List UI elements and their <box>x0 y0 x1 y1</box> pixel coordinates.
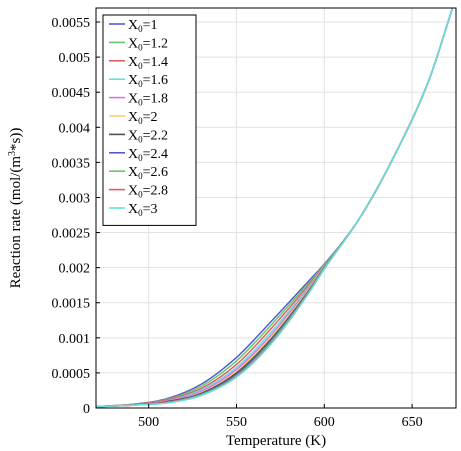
legend: X0=1 X0=1.2 X0=1.4 X0=1.6 X0=1.8 X0=2 X0=2.2 X0… <box>102 14 197 226</box>
series-lines <box>95 7 454 408</box>
legend-label: X0=2.2 <box>128 128 168 144</box>
legend-label: X0=2.6 <box>128 165 168 181</box>
y-tick-label: 0.005 <box>59 51 91 66</box>
y-tick-label: 0.0045 <box>52 86 91 101</box>
legend-label: X0=1.8 <box>128 92 168 108</box>
y-tick-label: 0.0035 <box>52 156 91 171</box>
x-axis: 500 550 600 650 <box>138 404 423 430</box>
legend-label: X0=2.8 <box>128 184 168 200</box>
y-tick-label: 0.001 <box>59 332 91 347</box>
plot-frame <box>95 7 457 409</box>
legend-label: X0=2.4 <box>128 147 168 163</box>
y-tick-label: 0 <box>83 402 90 417</box>
y-tick-label: 0.0055 <box>52 16 91 31</box>
series-line <box>95 7 454 408</box>
y-tick-label: 0.0025 <box>52 227 91 242</box>
x-tick-label: 600 <box>314 415 335 430</box>
x-tick-label: 500 <box>138 415 159 430</box>
y-axis-title: Reaction rate (mol/(m3*s)) <box>7 128 24 289</box>
y-axis: 0 0.0005 0.001 0.0015 0.002 0.0025 0.003 0.0035… <box>52 16 100 417</box>
x-axis-title: Temperature (K) <box>226 433 326 449</box>
legend-label: X0=2 <box>128 110 158 126</box>
legend-label: X0=1.6 <box>128 73 168 89</box>
grid <box>96 8 456 409</box>
y-tick-label: 0.004 <box>59 121 91 136</box>
y-tick-label: 0.0005 <box>52 367 91 382</box>
y-tick-label: 0.003 <box>59 191 91 206</box>
y-tick-label: 0.0015 <box>52 297 91 312</box>
legend-label: X0=1.2 <box>128 36 168 52</box>
y-tick-label: 0.002 <box>59 262 91 277</box>
x-tick-label: 650 <box>402 415 423 430</box>
legend-label: X0=1 <box>128 18 158 34</box>
x-tick-label: 550 <box>226 415 247 430</box>
legend-label: X0=1.4 <box>128 55 168 71</box>
legend-label: X0=3 <box>128 202 158 218</box>
